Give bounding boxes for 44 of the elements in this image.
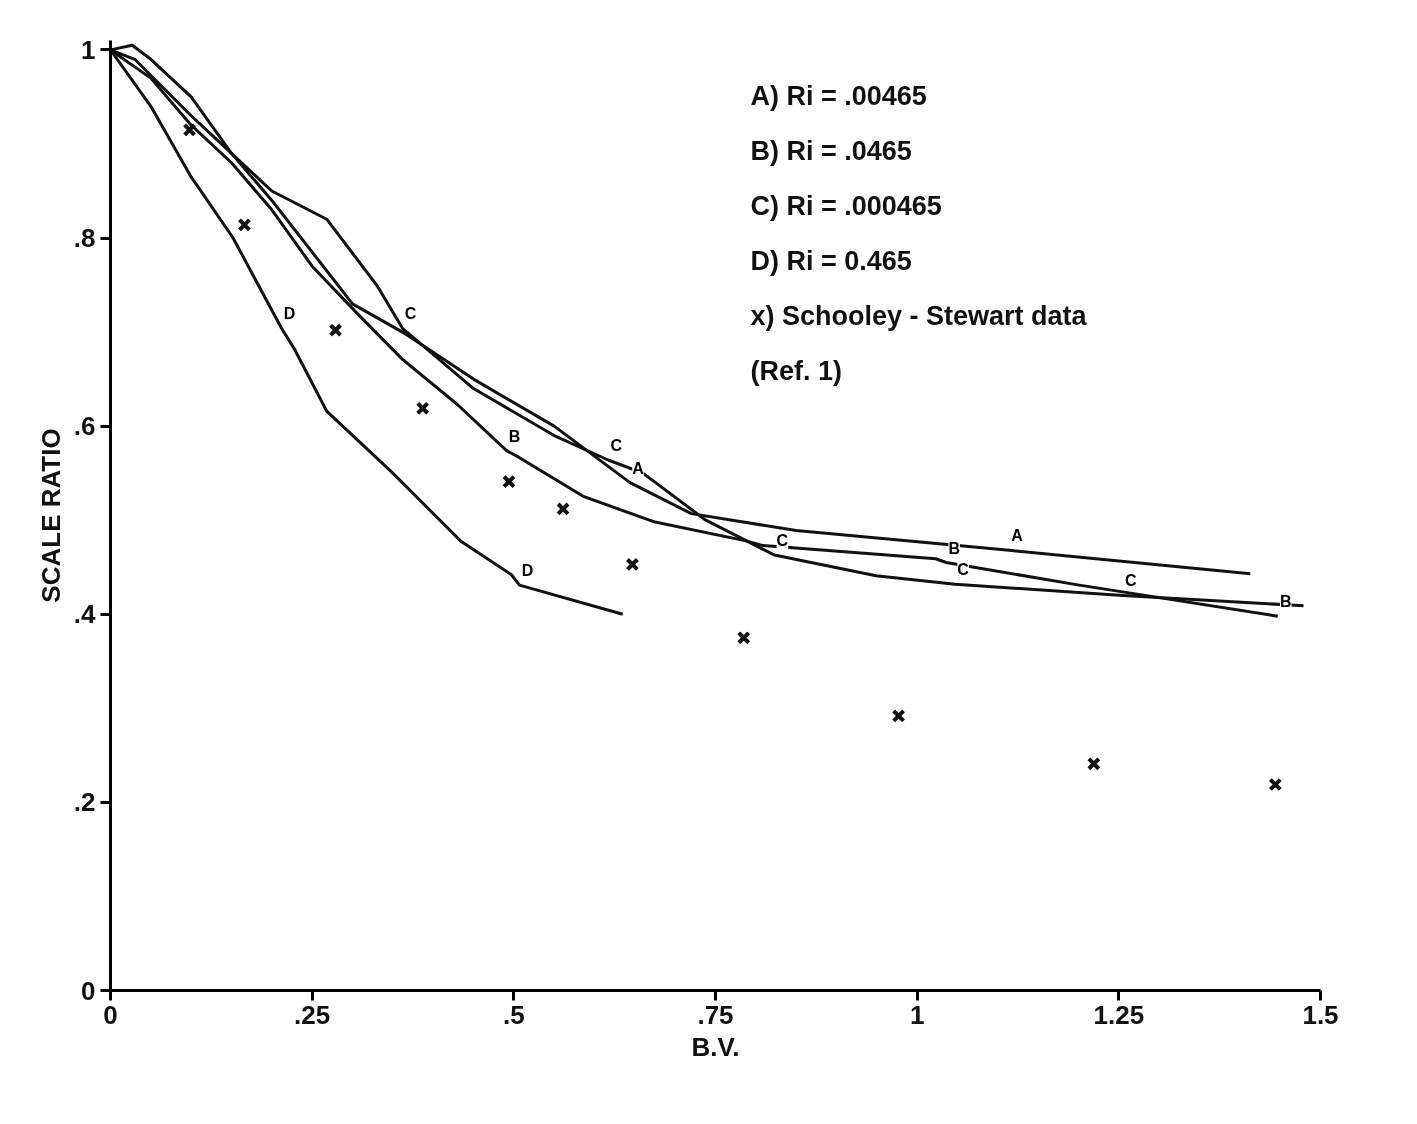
annotation: C: [404, 305, 417, 323]
x-tick-label: .25: [294, 999, 331, 1030]
annotation: C) Ri = .000465: [750, 190, 942, 221]
point: [415, 401, 430, 416]
x-tick-label: 1.25: [1093, 999, 1145, 1030]
annotation: D: [521, 562, 534, 580]
y-tick-label: 0: [81, 975, 96, 1006]
x-tick-label: 1: [909, 999, 925, 1030]
point: [237, 217, 252, 232]
point: [328, 323, 343, 338]
annotation: C: [957, 561, 970, 579]
y-tick-label: .4: [73, 599, 97, 630]
annotation: C: [776, 532, 789, 549]
x-tick-label: 1.5: [1302, 999, 1339, 1030]
point: [556, 501, 570, 516]
annotation: x) Schooley - Stewart data: [750, 300, 1088, 331]
point: [625, 557, 640, 572]
point: [736, 630, 751, 645]
y-axis-title: SCALE RATIO: [35, 428, 66, 603]
x-tick-label: .75: [697, 999, 734, 1030]
y-tick-label: .6: [73, 411, 96, 442]
annotation: A: [632, 459, 645, 477]
point: [1268, 777, 1283, 792]
point: [182, 122, 197, 137]
annotation: B) Ri = .0465: [750, 135, 912, 166]
point: [1086, 756, 1101, 771]
point: [891, 708, 906, 723]
annotation: B: [508, 427, 521, 445]
annotation: C: [1125, 572, 1138, 590]
x-tick-label: 0: [103, 999, 118, 1030]
x-tick-label: .5: [502, 999, 525, 1030]
y-tick-label: .8: [73, 223, 96, 254]
annotation: D) Ri = 0.465: [750, 245, 912, 276]
annotation: C: [610, 437, 623, 454]
point: [502, 474, 516, 489]
annotation: B: [1279, 593, 1292, 611]
x-axis-title: B.V.: [691, 1031, 740, 1062]
annotation: B: [948, 539, 960, 557]
y-tick-label: .2: [73, 787, 96, 818]
annotation: A) Ri = .00465: [750, 80, 927, 111]
y-tick-label: 1: [81, 34, 96, 65]
annotation: D: [283, 305, 296, 323]
annotation: (Ref. 1): [750, 355, 843, 386]
annotation: A: [1011, 527, 1024, 545]
